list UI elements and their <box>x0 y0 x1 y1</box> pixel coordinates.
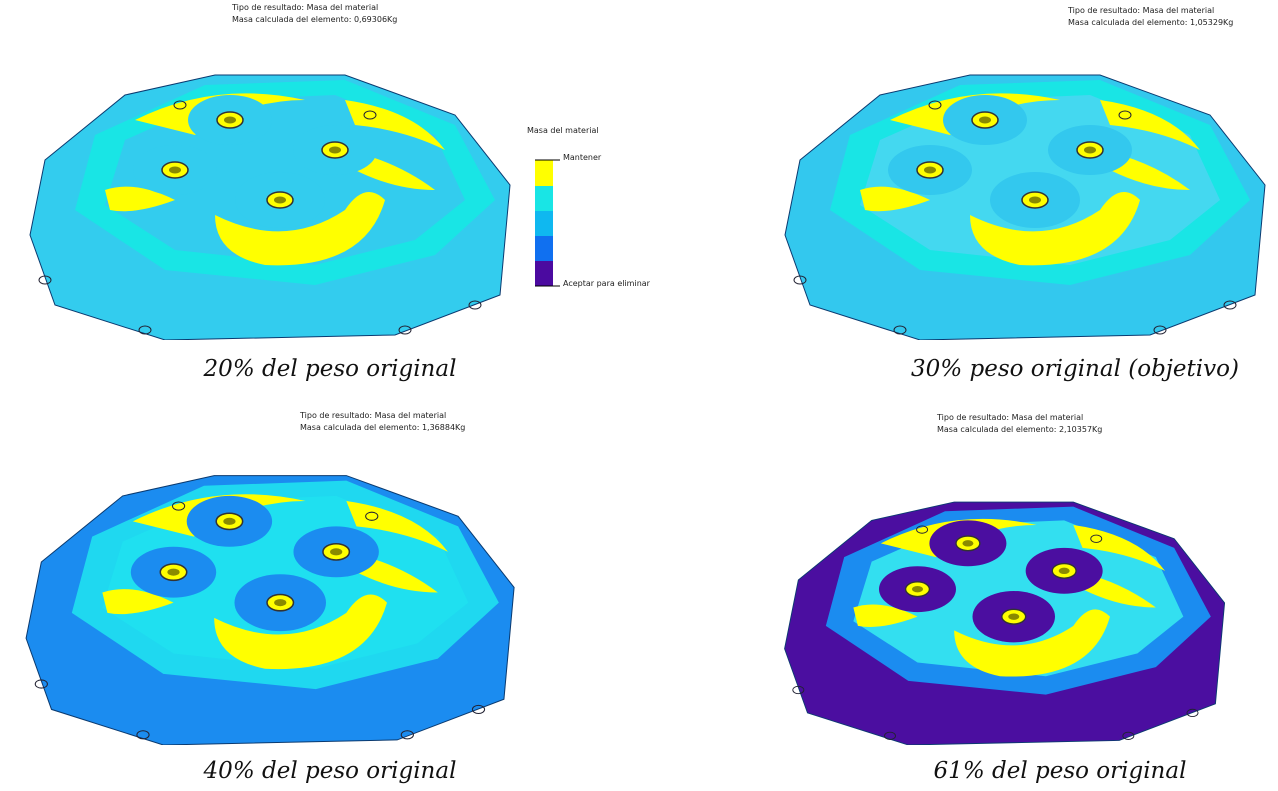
legend-label: Mantener <box>563 153 602 162</box>
part-render <box>785 502 1225 745</box>
result-type: Tipo de resultado: Masa del material <box>231 3 378 12</box>
mass: Masa calculada del elemento: 2,10357Kg <box>937 425 1102 434</box>
part-render <box>785 75 1265 340</box>
mass: Masa calculada del elemento: 1,05329Kg <box>1068 18 1233 27</box>
part-render <box>26 476 514 745</box>
figure: Tipo de resultado: Masa del material Mas… <box>0 0 1278 791</box>
caption: 30% peso original (objetivo) <box>911 356 1239 382</box>
result-type: Tipo de resultado: Masa del material <box>299 411 446 420</box>
caption: 61% del peso original <box>934 758 1187 784</box>
legend-label: Aceptar para eliminar <box>563 279 651 288</box>
caption: 20% del peso original <box>203 356 457 382</box>
result-type: Tipo de resultado: Masa del material <box>1067 6 1214 15</box>
caption: 40% del peso original <box>203 758 457 784</box>
result-type: Tipo de resultado: Masa del material <box>936 413 1083 422</box>
mass: Masa calculada del elemento: 0,69306Kg <box>232 15 397 24</box>
legend: Masa del material Mantener Aceptar para … <box>527 126 651 288</box>
legend-title: Masa del material <box>527 126 599 135</box>
mass: Masa calculada del elemento: 1,36884Kg <box>300 423 465 432</box>
part-render <box>30 75 510 340</box>
